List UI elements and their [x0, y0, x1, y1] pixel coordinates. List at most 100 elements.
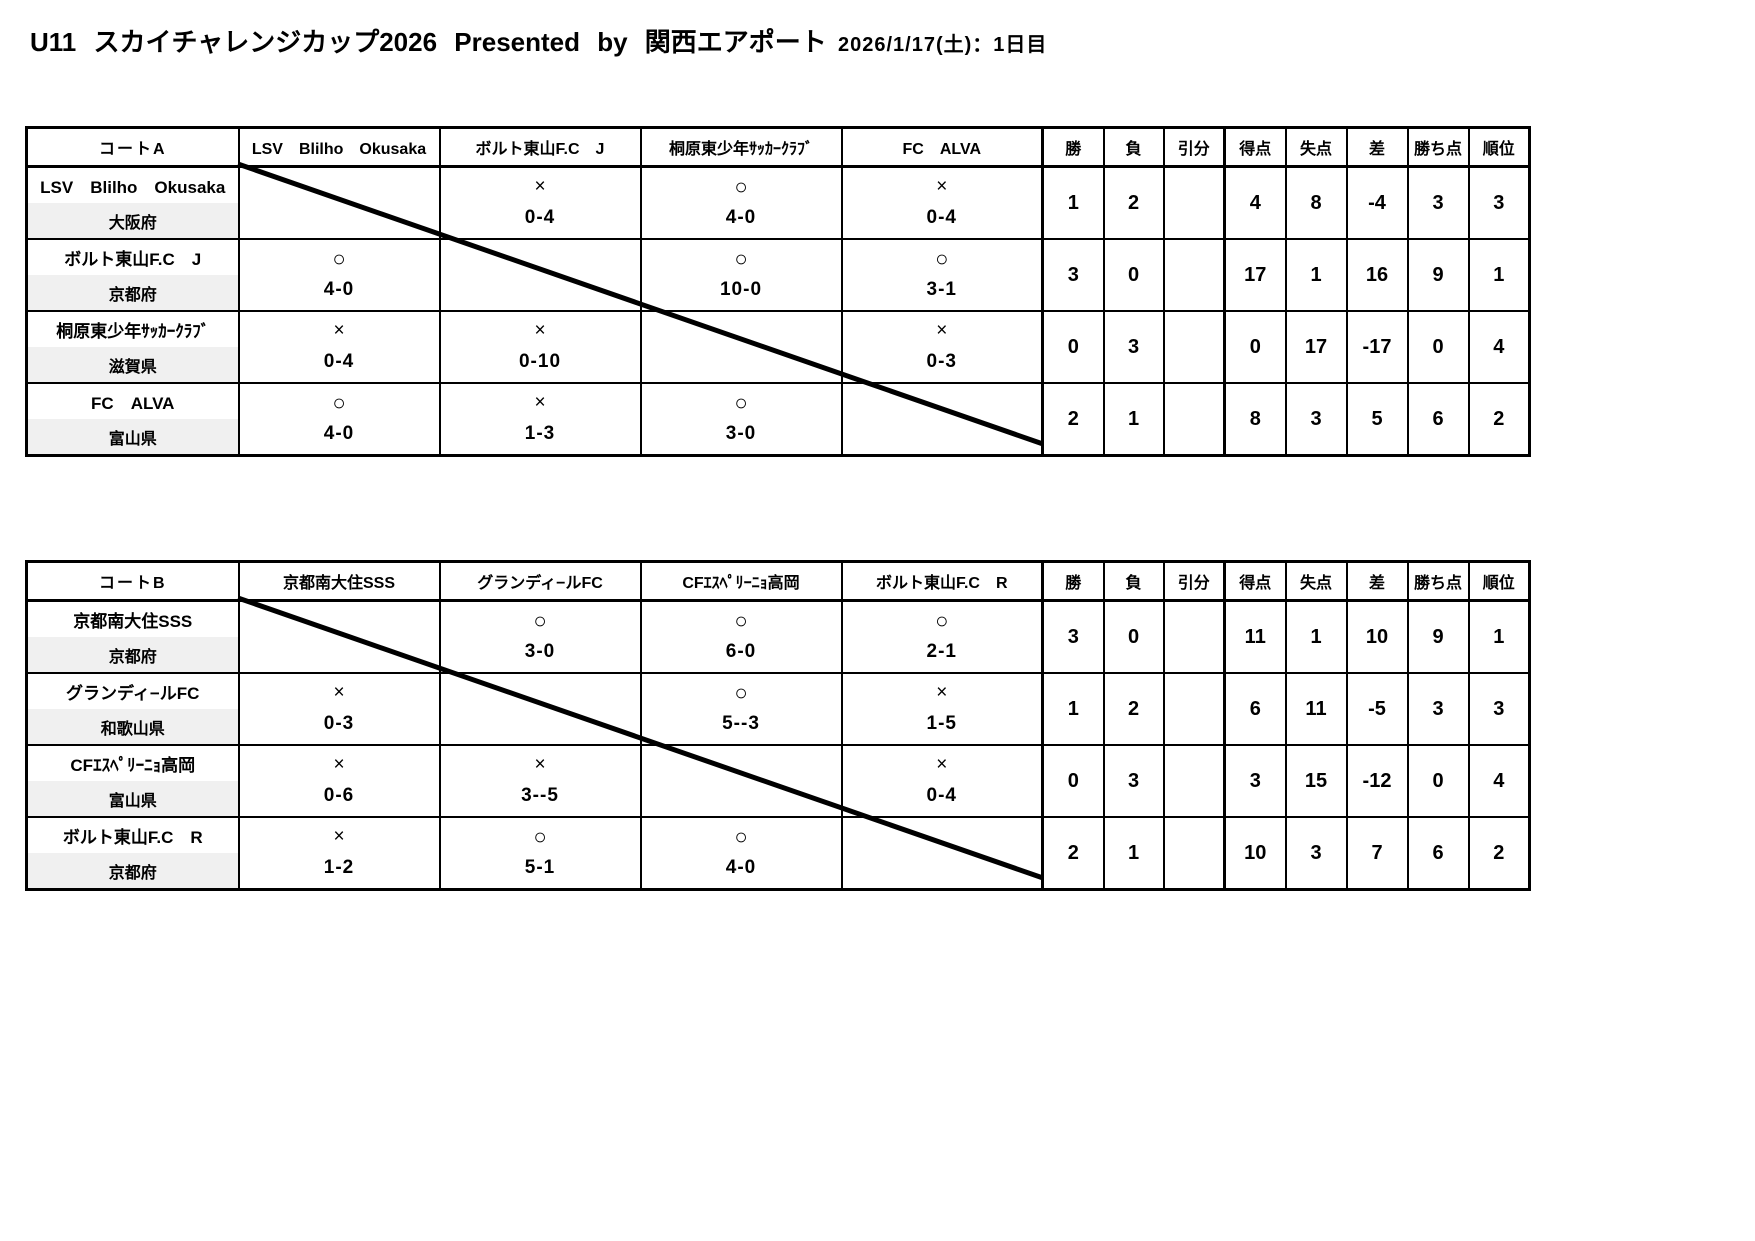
stat-header-points: 勝ち点	[1406, 560, 1470, 602]
stat-header-points: 勝ち点	[1406, 126, 1470, 168]
result-score: 0-4	[323, 351, 355, 372]
result-mark: ×	[333, 826, 345, 847]
result-mark: ○	[734, 174, 748, 199]
court-a-section: コートA LSV Blilho Okusaka ボルト東山F.C J 桐原東少年…	[25, 126, 1531, 457]
match-cell: ○ 4-0	[237, 382, 441, 457]
team-pref-cell: 富山県	[25, 781, 240, 818]
self-match-cell	[840, 816, 1044, 891]
team-pref-row: 京都府	[25, 637, 1530, 674]
stat-goals-for: 0	[1223, 310, 1287, 384]
result-mark: ×	[534, 754, 546, 775]
opponent-header: 桐原東少年ｻｯｶｰｸﾗﾌﾞ	[639, 126, 843, 168]
team-row: 桐原東少年ｻｯｶｰｸﾗﾌﾞ × 0-4 × 0-10 × 0-3 0 3 0	[25, 310, 1531, 384]
result-score: 5--3	[722, 713, 760, 734]
stat-rank: 1	[1467, 238, 1531, 312]
stat-goal-diff: -12	[1345, 744, 1409, 818]
result-mark: ×	[333, 682, 345, 703]
team-row: グランディ−ルFC × 0-3 ○ 5--3 × 1-5 1 2 6 1	[25, 672, 1531, 746]
stat-header-goals-for: 得点	[1223, 126, 1287, 168]
result-mark: ×	[936, 682, 948, 703]
self-match-cell	[639, 744, 843, 818]
opponent-header: ボルト東山F.C J	[438, 126, 642, 168]
team-pref-row: 京都府	[25, 853, 1530, 891]
match-cell: ○ 5-1	[438, 816, 642, 891]
match-cell: ○ 4-0	[639, 816, 843, 891]
match-cell: × 0-4	[840, 744, 1044, 818]
result-score: 1-2	[323, 857, 355, 878]
stat-header-losses: 負	[1102, 126, 1165, 168]
result-mark: ○	[734, 608, 748, 633]
result-score: 0-4	[926, 207, 957, 228]
result-mark: ○	[734, 824, 748, 849]
stat-draws	[1162, 238, 1226, 312]
match-cell: × 1-5	[840, 672, 1044, 746]
stat-wins: 2	[1041, 382, 1105, 457]
result-mark: ○	[332, 390, 346, 415]
result-score: 6-0	[725, 641, 757, 662]
result-mark: ×	[534, 176, 546, 197]
match-cell: × 1-3	[438, 382, 642, 457]
opponent-header: 京都南大住SSS	[237, 560, 441, 602]
match-cell: ○ 10-0	[639, 238, 843, 312]
page-title: U11 スカイチャレンジカップ2026 Presented by 関西エアポート	[30, 27, 827, 57]
result-mark: ×	[936, 320, 948, 341]
stat-header-rank: 順位	[1467, 560, 1531, 602]
court-b-table: コートB 京都南大住SSS グランディ−ルFC CFｴｽﾍﾟﾘｰﾆｮ高岡 ボルト…	[25, 560, 1531, 891]
result-score: 1-3	[524, 423, 556, 444]
team-row: 京都南大住SSS ○ 3-0 ○ 6-0 ○ 2-1 3 0 11 1	[25, 599, 1531, 674]
stat-goal-diff: 16	[1345, 238, 1409, 312]
result-score: 3-0	[725, 423, 757, 444]
court-b-section: コートB 京都南大住SSS グランディ−ルFC CFｴｽﾍﾟﾘｰﾆｮ高岡 ボルト…	[25, 560, 1531, 891]
opponent-header: グランディ−ルFC	[438, 560, 642, 602]
opponent-header: FC ALVA	[840, 126, 1044, 168]
stat-wins: 0	[1041, 310, 1105, 384]
stat-header-wins: 勝	[1041, 126, 1105, 168]
result-mark: ○	[533, 608, 547, 633]
stat-losses: 3	[1102, 310, 1165, 384]
stat-losses: 3	[1102, 744, 1165, 818]
stat-draws	[1162, 744, 1226, 818]
team-name-cell: グランディ−ルFC	[25, 672, 240, 709]
result-score: 4-0	[323, 423, 355, 444]
stat-draws	[1162, 599, 1226, 674]
self-match-cell	[237, 165, 441, 240]
stat-wins: 3	[1041, 599, 1105, 674]
opponent-header: ボルト東山F.C R	[840, 560, 1044, 602]
result-mark: ○	[734, 246, 748, 271]
match-cell: ○ 6-0	[639, 599, 843, 674]
match-cell: ○ 3-1	[840, 238, 1044, 312]
result-score: 1-5	[926, 713, 957, 734]
stat-points: 0	[1406, 310, 1470, 384]
match-cell: × 0-4	[438, 165, 642, 240]
stat-rank: 4	[1467, 744, 1531, 818]
stat-header-draws: 引分	[1162, 560, 1226, 602]
team-pref-cell: 滋賀県	[25, 347, 240, 384]
stat-points: 6	[1406, 382, 1470, 457]
header-row: コートB 京都南大住SSS グランディ−ルFC CFｴｽﾍﾟﾘｰﾆｮ高岡 ボルト…	[25, 560, 1531, 602]
team-name-cell: FC ALVA	[25, 382, 240, 419]
stat-points: 3	[1406, 672, 1470, 746]
stat-goals-against: 17	[1284, 310, 1348, 384]
result-mark: ○	[533, 824, 547, 849]
stat-header-goal-diff: 差	[1345, 560, 1409, 602]
stat-wins: 3	[1041, 238, 1105, 312]
result-score: 4-0	[725, 207, 757, 228]
stat-points: 9	[1406, 238, 1470, 312]
stat-goals-for: 6	[1223, 672, 1287, 746]
match-cell: ○ 4-0	[639, 165, 843, 240]
stat-goals-for: 3	[1223, 744, 1287, 818]
result-mark: ×	[936, 754, 948, 775]
event-date: 2026/1/17(土)：1日目	[838, 34, 1048, 56]
stat-goals-for: 11	[1223, 599, 1287, 674]
result-mark: ○	[332, 246, 346, 271]
stat-goals-for: 17	[1223, 238, 1287, 312]
stat-goals-for: 4	[1223, 165, 1287, 240]
team-pref-cell: 大阪府	[25, 203, 240, 240]
result-mark: ×	[534, 392, 546, 413]
result-score: 3-0	[524, 641, 556, 662]
stat-goals-against: 11	[1284, 672, 1348, 746]
result-score: 0-4	[926, 785, 957, 806]
match-cell: × 0-3	[237, 672, 441, 746]
result-score: 0-10	[518, 351, 562, 372]
self-match-cell	[438, 238, 642, 312]
